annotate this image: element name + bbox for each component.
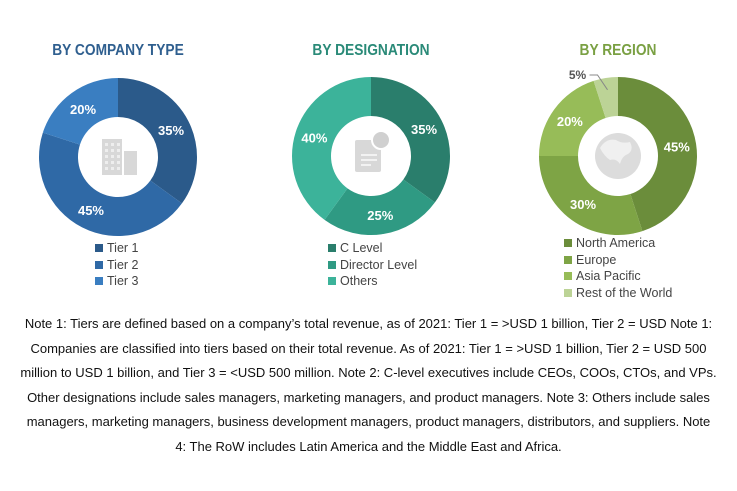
legend-swatch xyxy=(564,288,572,297)
chart-title-region: BY REGION xyxy=(579,42,657,59)
donut-slice-tier-2 xyxy=(39,132,182,236)
donut-slice-asia-pacific xyxy=(539,80,606,156)
data-label: 45% xyxy=(78,203,104,218)
legend-item: Tier 2 xyxy=(95,257,139,274)
document-icon xyxy=(355,130,391,172)
legend-item: Europe xyxy=(564,252,672,269)
data-label: 20% xyxy=(557,114,583,129)
donut-slice-others xyxy=(292,77,371,220)
legend-swatch xyxy=(328,244,336,253)
legend-label: Others xyxy=(340,274,378,288)
note-line: 4: The RoW includes Latin America and th… xyxy=(175,438,562,454)
legend-swatch xyxy=(328,260,336,269)
legend-swatch xyxy=(328,277,336,286)
legend-swatch xyxy=(564,272,572,281)
data-label: 45% xyxy=(664,140,690,155)
legend-label: Asia Pacific xyxy=(576,269,641,283)
legend-label: Europe xyxy=(576,252,617,267)
donut-slice-c-level xyxy=(371,77,451,203)
legend-swatch xyxy=(564,255,572,264)
data-label: 30% xyxy=(570,197,596,212)
donut-slice-rest-of-the-world xyxy=(593,77,618,118)
donut-slice-director-level xyxy=(324,179,435,236)
legend-item: North America xyxy=(564,235,672,252)
legend-company-type: Tier 1 Tier 2 Tier 3 xyxy=(95,240,139,290)
legend-item: Asia Pacific xyxy=(564,268,672,285)
legend-item: Director Level xyxy=(328,257,417,274)
legend-label: Tier 2 xyxy=(107,257,139,272)
note-line: Note 1: Tiers are defined based on a com… xyxy=(24,316,713,331)
legend-label: Director Level xyxy=(340,257,418,272)
legend-region: North America Europe Asia Pacific Rest of t… xyxy=(564,235,672,301)
globe-icon xyxy=(595,133,641,179)
legend-swatch xyxy=(95,277,103,286)
legend-item: Tier 3 xyxy=(95,273,139,290)
donut-charts: 35% 45% 20% 35% 25% 40% 45% 30% 20% 5% xyxy=(39,68,698,236)
donut-slice-europe xyxy=(539,156,643,236)
note-line: Other designations include sales manager… xyxy=(27,389,710,405)
chart-title-company-type: BY COMPANY TYPE xyxy=(52,42,184,59)
notes: Note 1: Tiers are defined based on a com… xyxy=(0,312,737,460)
data-label: 40% xyxy=(301,131,327,146)
legend-label: Tier 1 xyxy=(107,241,139,255)
data-label: 35% xyxy=(158,123,184,138)
legend-item: C Level xyxy=(328,240,417,257)
legend-swatch xyxy=(95,244,103,253)
legend-item: Others xyxy=(328,273,417,290)
legend-label: North America xyxy=(576,236,656,250)
legend-label: Tier 3 xyxy=(107,274,139,288)
legend-label: Rest of the World xyxy=(576,285,673,300)
note-line: million to USD 1 billion, and Tier 3 = <… xyxy=(20,365,717,381)
donut-slice-tier-1 xyxy=(118,78,197,204)
donut-slice-north-america xyxy=(618,77,698,232)
legend-item: Tier 1 xyxy=(95,240,139,257)
data-label: 20% xyxy=(70,102,96,117)
data-label: 25% xyxy=(367,208,393,223)
legend-item: Rest of the World xyxy=(564,285,672,302)
building-icon xyxy=(102,139,137,175)
legend-designation: C Level Director Level Others xyxy=(328,240,417,290)
data-label: 5% xyxy=(569,68,587,82)
data-label: 35% xyxy=(411,122,437,137)
note-line: Companies are classified into tiers base… xyxy=(30,340,707,356)
chart-title-designation: BY DESIGNATION xyxy=(312,42,430,59)
leader-line xyxy=(589,74,608,91)
legend-label: C Level xyxy=(340,241,383,255)
note-line: managers, marketing managers, business d… xyxy=(26,414,711,430)
legend-swatch xyxy=(564,239,572,248)
legend-swatch xyxy=(95,260,103,269)
donut-slice-tier-3 xyxy=(42,78,119,145)
